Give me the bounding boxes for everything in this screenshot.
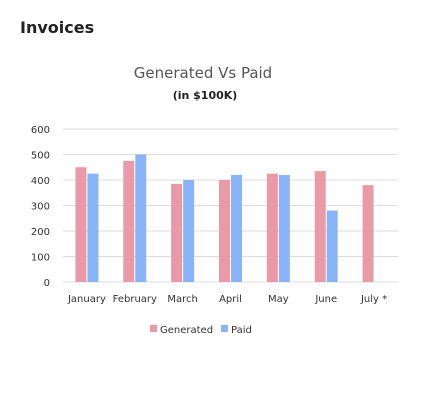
x-tick-label: June bbox=[314, 294, 337, 305]
bar-generated bbox=[266, 173, 278, 282]
x-tick-label: May bbox=[268, 294, 289, 305]
y-tick-label: 100 bbox=[31, 253, 50, 264]
y-tick-label: 300 bbox=[31, 202, 50, 213]
x-tick-label: April bbox=[219, 294, 242, 305]
y-tick-label: 600 bbox=[31, 125, 50, 136]
bar-generated bbox=[123, 160, 135, 282]
bar-paid bbox=[87, 173, 99, 282]
panel-title: Invoices bbox=[20, 18, 95, 37]
y-tick-label: 400 bbox=[31, 176, 50, 187]
y-tick-label: 0 bbox=[44, 278, 50, 289]
legend-label-paid: Paid bbox=[231, 325, 252, 336]
bar-paid bbox=[183, 180, 195, 282]
x-axis: January February March April May June July * bbox=[67, 294, 387, 305]
chart-subtitle: (in $100K) bbox=[173, 89, 238, 102]
bar-paid bbox=[135, 154, 147, 282]
legend-swatch-generated bbox=[150, 325, 157, 332]
bar-generated bbox=[75, 167, 87, 282]
chart-title: Generated Vs Paid bbox=[134, 64, 272, 82]
x-tick-label: July * bbox=[360, 294, 387, 305]
legend-swatch-paid bbox=[221, 325, 228, 332]
legend: Generated Paid bbox=[150, 325, 252, 336]
bar-paid bbox=[326, 210, 338, 282]
gridlines bbox=[63, 128, 398, 283]
y-tick-label: 200 bbox=[31, 227, 50, 238]
x-tick-label: February bbox=[113, 294, 157, 305]
bar-generated bbox=[362, 185, 374, 282]
bar-paid bbox=[278, 174, 290, 282]
legend-label-generated: Generated bbox=[160, 325, 213, 336]
bar-generated bbox=[219, 180, 230, 282]
y-axis: 0 100 200 300 400 500 600 bbox=[31, 125, 50, 289]
bar-generated bbox=[171, 183, 183, 282]
y-tick-label: 500 bbox=[31, 151, 50, 162]
bar-paid bbox=[231, 174, 242, 282]
x-tick-label: March bbox=[167, 294, 197, 305]
bars bbox=[75, 154, 374, 282]
bar-generated bbox=[314, 171, 326, 282]
x-tick-label: January bbox=[67, 294, 106, 305]
